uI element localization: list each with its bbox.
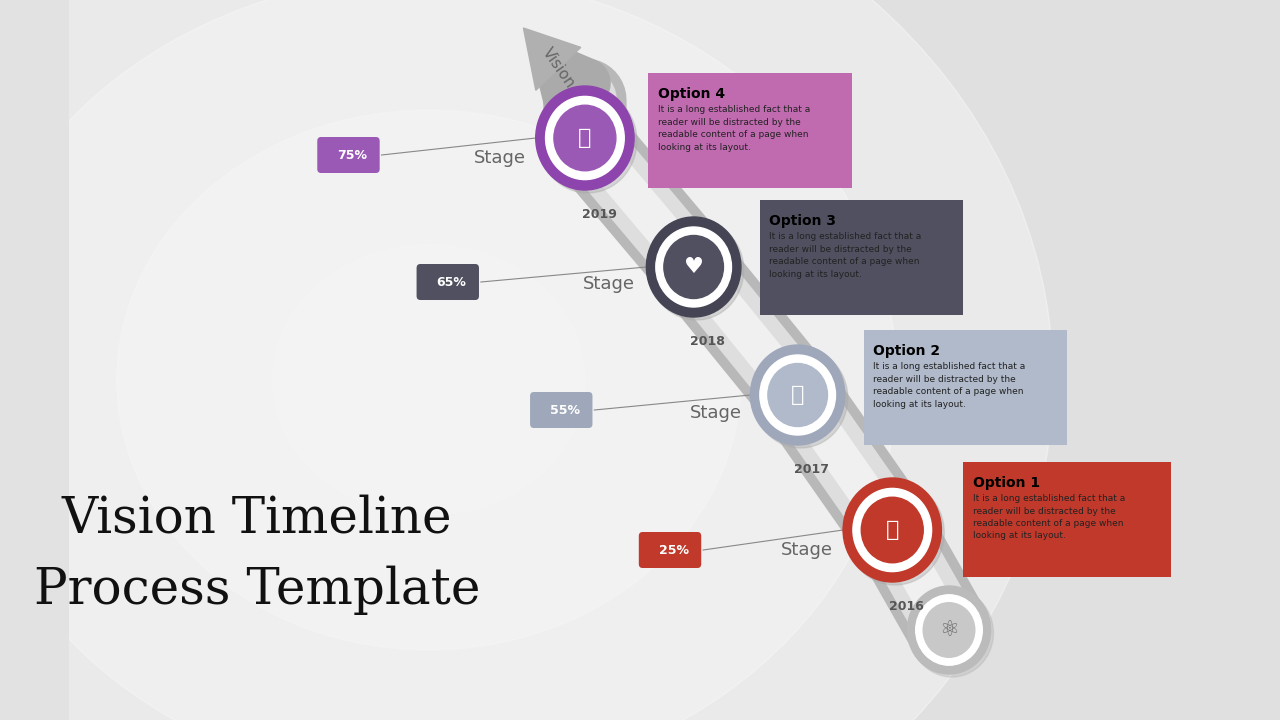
- Text: 25%: 25%: [659, 544, 689, 557]
- Text: 🌿: 🌿: [791, 385, 804, 405]
- Circle shape: [655, 227, 731, 307]
- Circle shape: [844, 478, 941, 582]
- Circle shape: [760, 355, 836, 435]
- Text: 65%: 65%: [436, 276, 466, 289]
- Text: Stage: Stage: [781, 541, 833, 559]
- Circle shape: [915, 595, 982, 665]
- FancyBboxPatch shape: [416, 264, 479, 300]
- Text: 2018: 2018: [690, 335, 726, 348]
- Ellipse shape: [273, 245, 585, 515]
- Text: Option 1: Option 1: [973, 476, 1039, 490]
- Polygon shape: [524, 28, 581, 90]
- Circle shape: [923, 603, 975, 657]
- Text: ⚛: ⚛: [940, 620, 959, 640]
- Text: It is a long established fact that a
reader will be distracted by the
readable c: It is a long established fact that a rea…: [973, 494, 1125, 541]
- FancyBboxPatch shape: [639, 532, 701, 568]
- Circle shape: [861, 498, 923, 563]
- Circle shape: [852, 488, 932, 572]
- Circle shape: [750, 345, 845, 445]
- Circle shape: [664, 235, 723, 299]
- Ellipse shape: [0, 0, 897, 720]
- Circle shape: [649, 220, 744, 320]
- Circle shape: [753, 348, 847, 448]
- Text: 55%: 55%: [550, 403, 580, 416]
- Text: ♥: ♥: [684, 257, 704, 277]
- Text: Option 4: Option 4: [658, 87, 724, 101]
- Text: 2019: 2019: [581, 208, 617, 221]
- Text: It is a long established fact that a
reader will be distracted by the
readable c: It is a long established fact that a rea…: [658, 105, 810, 151]
- Text: 2016: 2016: [890, 600, 924, 613]
- Ellipse shape: [116, 110, 741, 650]
- Text: Vision: Vision: [539, 45, 577, 91]
- Polygon shape: [321, 141, 376, 169]
- Text: Stage: Stage: [582, 275, 635, 293]
- Ellipse shape: [0, 0, 1053, 720]
- Circle shape: [910, 589, 993, 677]
- Text: 🧠: 🧠: [886, 520, 899, 540]
- Text: Stage: Stage: [474, 149, 526, 167]
- Circle shape: [554, 105, 616, 171]
- Circle shape: [768, 364, 827, 426]
- Text: 75%: 75%: [337, 148, 367, 161]
- FancyBboxPatch shape: [648, 73, 851, 188]
- Polygon shape: [643, 536, 698, 564]
- Text: 🌱: 🌱: [579, 128, 591, 148]
- Circle shape: [545, 96, 625, 179]
- FancyBboxPatch shape: [864, 330, 1068, 445]
- Circle shape: [846, 481, 945, 585]
- Text: Process Template: Process Template: [33, 566, 480, 615]
- Circle shape: [646, 217, 741, 317]
- Circle shape: [539, 89, 637, 193]
- Circle shape: [908, 586, 991, 674]
- Polygon shape: [420, 268, 475, 296]
- FancyBboxPatch shape: [963, 462, 1171, 577]
- FancyBboxPatch shape: [317, 137, 380, 173]
- Text: 2017: 2017: [795, 463, 829, 476]
- Text: Option 2: Option 2: [873, 344, 941, 358]
- Text: It is a long established fact that a
reader will be distracted by the
readable c: It is a long established fact that a rea…: [873, 362, 1025, 408]
- Text: Vision Timeline: Vision Timeline: [61, 494, 452, 543]
- Text: Option 3: Option 3: [769, 214, 836, 228]
- Circle shape: [536, 86, 634, 190]
- FancyBboxPatch shape: [760, 200, 963, 315]
- Text: It is a long established fact that a
reader will be distracted by the
readable c: It is a long established fact that a rea…: [769, 232, 922, 279]
- FancyBboxPatch shape: [530, 392, 593, 428]
- Text: Stage: Stage: [690, 404, 741, 422]
- Polygon shape: [534, 396, 589, 424]
